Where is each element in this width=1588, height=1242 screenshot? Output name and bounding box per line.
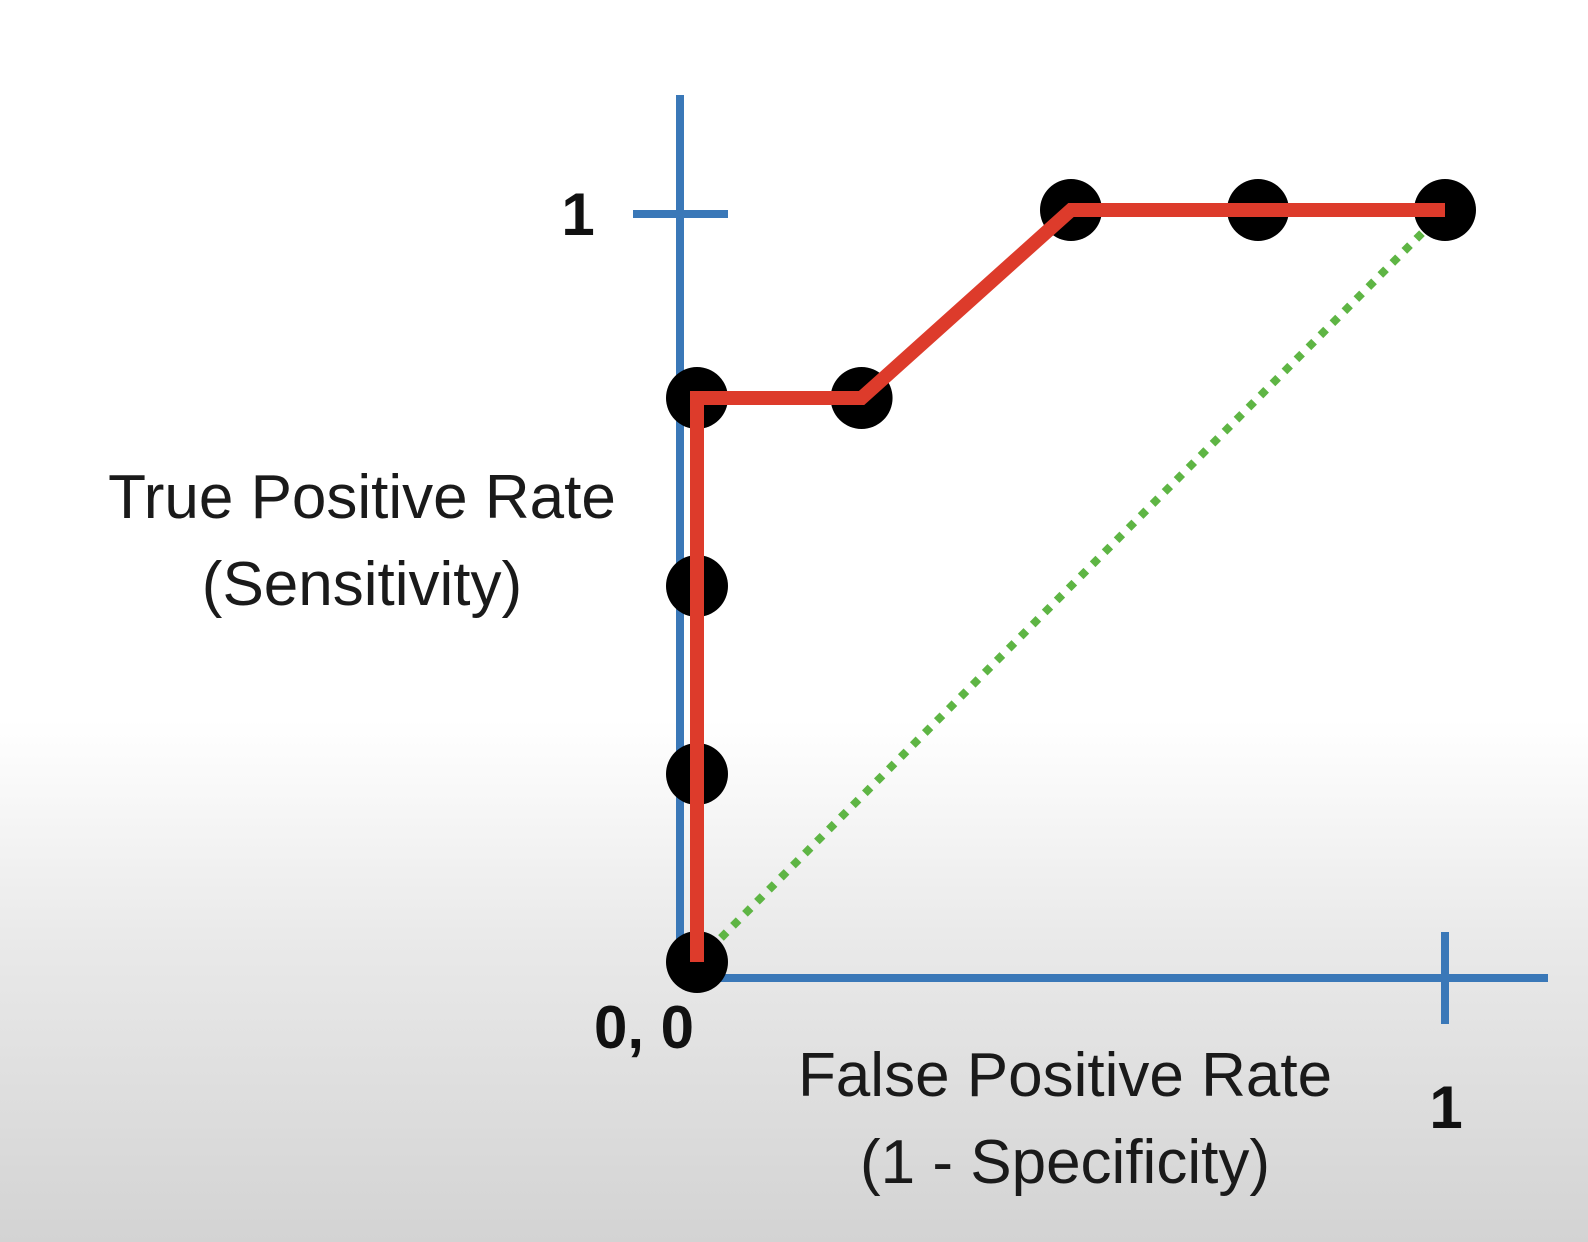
y-axis-label-line-1: True Positive Rate — [108, 463, 616, 532]
x-tick-label-1: 1 — [1429, 1074, 1462, 1141]
reference-line — [694, 207, 1448, 965]
origin-label: 0, 0 — [594, 994, 694, 1061]
y-tick-label-1: 1 — [561, 181, 594, 248]
x-axis-label-line-2: (1 - Specificity) — [860, 1128, 1270, 1197]
y-axis-label-line-2: (Sensitivity) — [202, 550, 522, 619]
roc-curve — [690, 203, 1445, 962]
x-axis-label-line-1: False Positive Rate — [798, 1041, 1332, 1110]
